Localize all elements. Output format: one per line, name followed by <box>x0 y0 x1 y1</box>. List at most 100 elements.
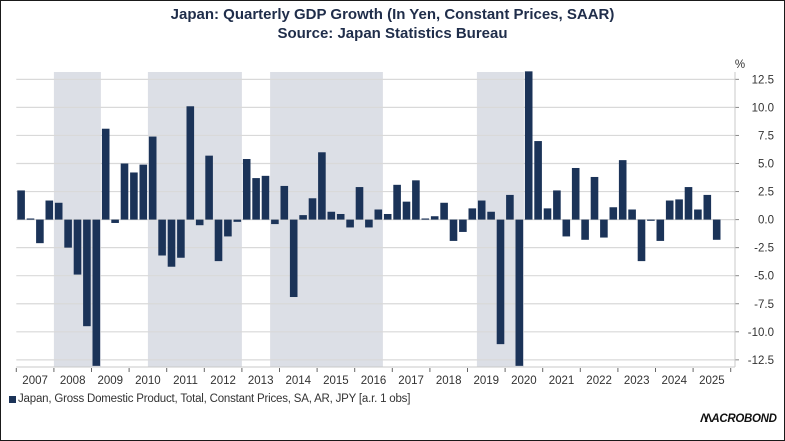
bar <box>26 218 35 220</box>
y-tick-label: -7.5 <box>754 299 774 311</box>
bar <box>73 219 82 275</box>
chart-title: Japan: Quarterly GDP Growth (In Yen, Con… <box>170 6 615 23</box>
y-tick-label: -12.5 <box>748 355 774 367</box>
bar <box>233 219 242 222</box>
bar <box>374 209 383 220</box>
x-tick-label: 2024 <box>662 375 688 387</box>
x-tick-label: 2007 <box>22 375 48 387</box>
x-tick-label: 2021 <box>549 375 575 387</box>
x-tick-label: 2023 <box>624 375 650 387</box>
macrobond-logo-text: ACROBOND <box>711 413 777 425</box>
bar <box>318 152 326 220</box>
chart-title-block: Japan: Quarterly GDP Growth (In Yen, Con… <box>0 5 785 43</box>
x-tick-label: 2017 <box>398 375 424 387</box>
macrobond-logo: ΛΛ ACROBOND <box>700 413 777 425</box>
bar <box>506 194 514 220</box>
bar <box>600 219 608 238</box>
bar <box>496 219 505 345</box>
bar <box>647 219 655 221</box>
bar <box>402 201 411 220</box>
bar <box>712 219 721 240</box>
bar <box>468 208 477 220</box>
bar <box>299 215 307 220</box>
bar <box>430 216 439 220</box>
bar <box>449 219 458 241</box>
bar <box>186 106 195 220</box>
bar <box>214 219 223 262</box>
bar <box>459 219 467 232</box>
y-tick-label: -10.0 <box>748 327 774 339</box>
bar <box>252 178 260 220</box>
bar <box>355 187 364 220</box>
x-tick-label: 2025 <box>699 375 725 387</box>
bar <box>412 180 420 220</box>
bar <box>195 219 204 226</box>
bar <box>92 219 101 366</box>
bar <box>177 219 185 258</box>
y-tick-label: 2.5 <box>758 187 774 199</box>
macrobond-mark-icon: ΛΛ <box>700 413 712 425</box>
bar <box>139 164 148 220</box>
x-tick-label: 2019 <box>474 375 500 387</box>
bar <box>487 211 495 220</box>
bar <box>553 190 561 220</box>
x-tick-label: 2022 <box>586 375 612 387</box>
legend-label: Japan, Gross Domestic Product, Total, Co… <box>18 393 411 405</box>
x-tick-label: 2011 <box>173 375 198 387</box>
bar <box>618 160 627 220</box>
bar <box>534 141 542 220</box>
bar <box>477 200 486 220</box>
bar <box>101 128 110 220</box>
bar <box>111 219 119 223</box>
bar <box>64 219 72 248</box>
bar <box>562 219 571 237</box>
bar <box>205 155 213 220</box>
bar <box>224 219 232 237</box>
bar <box>327 211 336 220</box>
bar <box>336 213 345 220</box>
bar <box>346 219 354 228</box>
bar <box>421 218 430 220</box>
x-axis: 2007 2008 2009 2010 2011 2012 2013 2014 2015 2016… <box>15 366 735 387</box>
bar <box>628 209 636 220</box>
bar <box>280 185 289 220</box>
y-tick-label: -5.0 <box>754 271 774 283</box>
bar <box>83 219 91 327</box>
bar <box>271 219 279 225</box>
y-tick-label: 7.5 <box>758 130 774 142</box>
bar <box>130 172 138 220</box>
bar <box>703 194 712 220</box>
x-tick-label: 2010 <box>135 375 161 387</box>
x-tick-label: 2009 <box>98 375 124 387</box>
bar <box>36 219 44 244</box>
bar <box>365 219 373 228</box>
bar <box>571 167 580 220</box>
x-tick-label: 2020 <box>511 375 537 387</box>
y-axis: 12.5 10.0 7.5 5.0 2.5 0.0 -2.5 -5.0 -7.5 -10.0 -12… <box>734 59 774 367</box>
x-tick-label: 2018 <box>436 375 462 387</box>
y-axis-unit-label: % <box>735 59 745 71</box>
bar <box>167 219 176 267</box>
gridlines <box>16 78 735 361</box>
y-tick-label: 10.0 <box>752 102 774 114</box>
y-tick-label: -2.5 <box>754 243 774 255</box>
bar <box>515 219 524 366</box>
bar <box>581 219 589 240</box>
y-tick-label: 0.0 <box>758 215 774 227</box>
bar <box>675 199 683 220</box>
x-tick-label: 2013 <box>248 375 274 387</box>
bar <box>694 209 702 220</box>
bar <box>684 187 693 220</box>
y-tick-label: 12.5 <box>752 74 774 86</box>
x-tick-label: 2012 <box>210 375 236 387</box>
bar <box>590 176 599 220</box>
bar <box>120 163 129 220</box>
bar <box>17 190 25 220</box>
bar <box>665 200 674 220</box>
bar <box>158 219 166 256</box>
x-tick-label: 2014 <box>286 375 312 387</box>
x-tick-label: 2016 <box>361 375 387 387</box>
bar <box>308 198 317 220</box>
bar <box>524 71 533 220</box>
